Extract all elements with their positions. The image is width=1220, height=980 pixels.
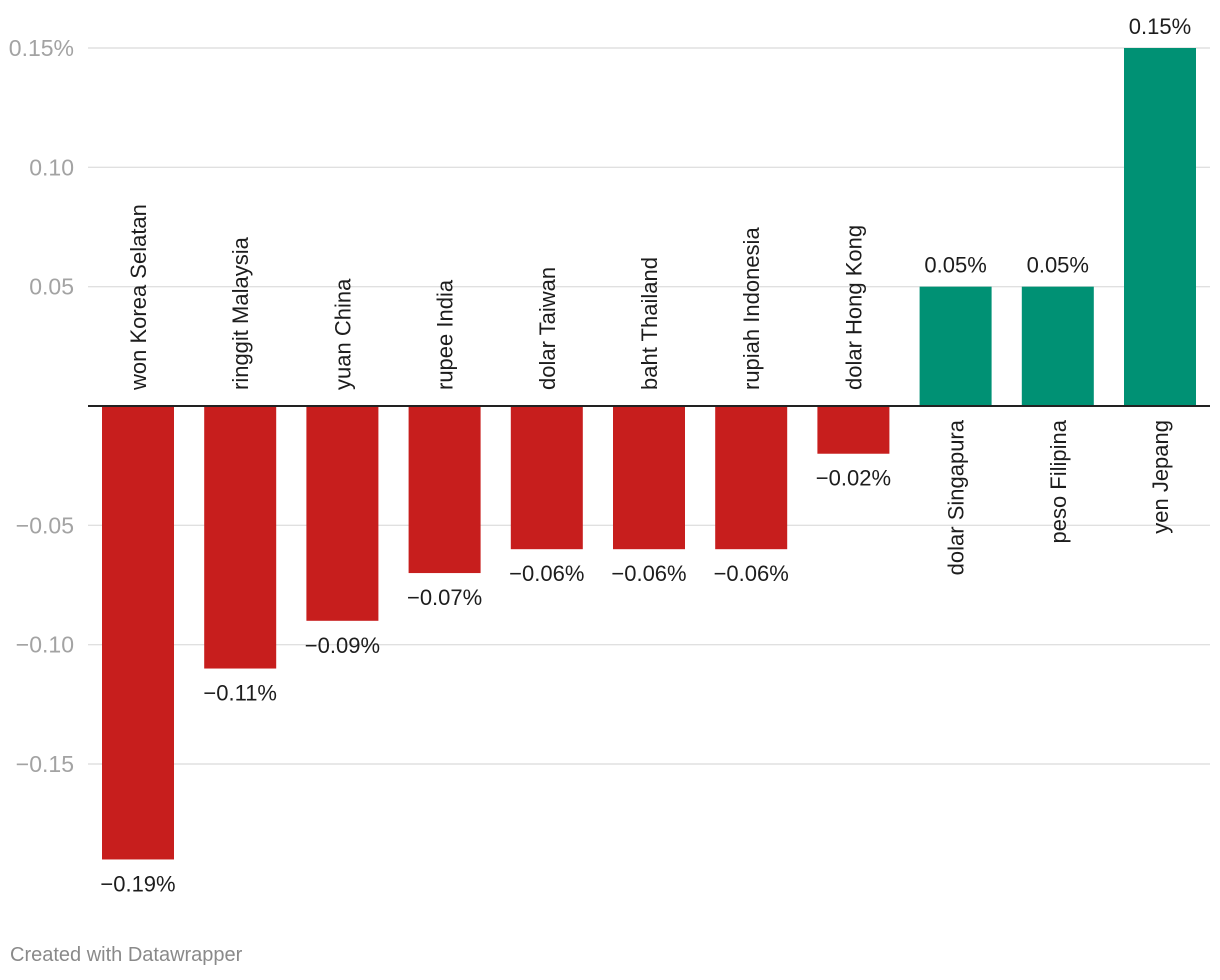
value-label: −0.11% [203, 681, 277, 706]
y-tick-label: −0.15 [16, 751, 74, 777]
value-label: −0.06% [714, 561, 789, 586]
bar [919, 286, 992, 406]
value-label: 0.15% [1129, 14, 1191, 39]
bar [1021, 286, 1094, 406]
bar [204, 406, 277, 669]
y-tick-label: 0.10 [29, 154, 74, 180]
bar [306, 406, 379, 621]
bar [715, 406, 788, 550]
category-label: dolar Hong Kong [841, 225, 866, 390]
category-label: peso Filipina [1046, 419, 1071, 543]
category-labels: won Korea Selatan ringgit Malaysia yuan Ch… [126, 204, 1173, 575]
value-label: −0.02% [816, 466, 891, 491]
value-label: 0.05% [924, 253, 986, 278]
value-label: 0.05% [1027, 253, 1089, 278]
value-labels: −0.19% −0.11% −0.09% −0.07% −0.06% −0.06% −0.0… [100, 14, 1191, 896]
bar [510, 406, 583, 550]
value-label: −0.07% [407, 585, 482, 610]
bar [817, 406, 890, 454]
y-axis-ticks: 0.15% 0.10 0.05 −0.05 −0.10 −0.15 [9, 35, 74, 777]
bar [102, 406, 174, 860]
y-tick-label: −0.10 [16, 632, 74, 658]
category-label: yen Jepang [1148, 420, 1173, 534]
y-tick-label: −0.05 [16, 512, 74, 538]
y-tick-label: 0.05 [29, 274, 74, 300]
value-label: −0.06% [509, 561, 584, 586]
category-label: rupee India [433, 279, 458, 390]
bar [613, 406, 685, 550]
y-tick-label: 0.15% [9, 35, 74, 61]
category-label: yuan China [330, 278, 355, 390]
bar [408, 406, 481, 574]
value-label: −0.06% [611, 561, 686, 586]
category-label: rupiah Indonesia [739, 227, 764, 390]
category-label: ringgit Malaysia [228, 236, 253, 390]
datawrapper-credit: Created with Datawrapper [10, 944, 243, 966]
category-label: won Korea Selatan [126, 204, 151, 391]
bars [102, 48, 1196, 860]
value-label: −0.19% [100, 871, 175, 896]
category-label: baht Thailand [637, 257, 662, 390]
category-label: dolar Taiwan [535, 267, 560, 390]
value-label: −0.09% [305, 633, 380, 658]
bar [1124, 48, 1196, 406]
category-label: dolar Singapura [944, 419, 969, 575]
